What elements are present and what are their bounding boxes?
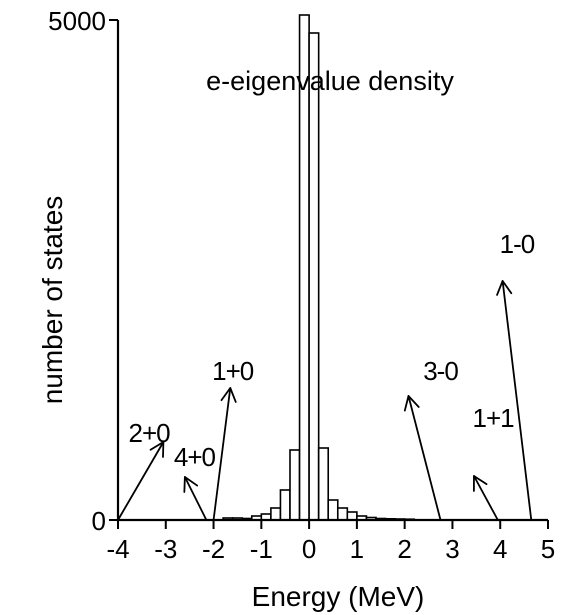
annotation-label: 2+0 [129, 418, 171, 448]
annotation-arrow [496, 280, 533, 521]
x-tick-label: 0 [302, 534, 316, 564]
annotations-group: 2+04+0 1+0 3-0 1+1 1-0 [117, 229, 536, 521]
annotation-arrow [403, 395, 442, 521]
x-axis-title: Energy (MeV) [252, 581, 425, 612]
histogram-bar [317, 447, 330, 521]
y-tick-label: 0 [92, 506, 106, 536]
histogram-bar [279, 489, 291, 521]
x-tick-label: 5 [541, 534, 555, 564]
annotation-label: 1-0 [500, 229, 535, 259]
annotation-arrow [212, 387, 237, 521]
x-tick-label: 3 [445, 534, 459, 564]
annotation-arrow [473, 475, 499, 521]
annotation-arrow [183, 476, 208, 521]
histogram-bar [270, 507, 282, 521]
annotation-label: 4+0 [174, 442, 216, 472]
histogram-bar [308, 32, 320, 521]
histogram-bar [336, 507, 349, 521]
histogram-bar [346, 511, 358, 521]
x-tick-label: -1 [250, 534, 273, 564]
y-tick-label: 5000 [48, 6, 106, 36]
annotation-label: 1+0 [212, 356, 254, 386]
x-tick-label: -4 [106, 534, 129, 564]
x-tick-label: 4 [493, 534, 507, 564]
x-tick-label: -2 [202, 534, 225, 564]
chart-title: e-eigenvalue density [206, 66, 454, 96]
annotation-label: 1+1 [473, 403, 515, 433]
y-axis-title: number of states [37, 196, 68, 405]
ticks-group: -4 -3 -2 -1 0 1 2 3 4 5 0 5000 [48, 6, 555, 564]
histogram-bar [327, 499, 339, 521]
x-tick-label: -3 [154, 534, 177, 564]
annotation-label: 3-0 [423, 356, 458, 386]
x-tick-label: 2 [397, 534, 411, 564]
histogram-bar [289, 449, 301, 521]
annotation-arrow [117, 441, 165, 521]
x-tick-label: 1 [350, 534, 364, 564]
